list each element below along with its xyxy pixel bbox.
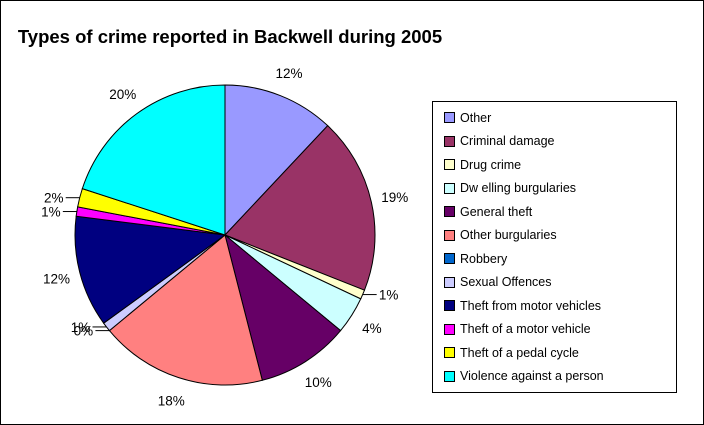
legend-item-other: Other — [433, 106, 676, 130]
data-label-criminal-damage: 19% — [381, 190, 408, 205]
pie-slice-violence-against-a-person — [81, 84, 226, 236]
data-label-theft-of-a-pedal-cycle: 2% — [44, 191, 64, 206]
legend-swatch — [444, 370, 455, 382]
legend-item-other-burgularies: Other burgularies — [433, 224, 676, 248]
legend-label: Other burgularies — [460, 228, 557, 243]
legend-item-theft-of-a-motor-vehicle: Theft of a motor vehicle — [433, 318, 676, 342]
data-label-other-burgularies: 18% — [158, 393, 185, 408]
data-label-dw-elling-burgularies: 4% — [362, 321, 382, 336]
legend-item-theft-from-motor-vehicles: Theft from motor vehicles — [433, 294, 676, 318]
data-label-theft-from-motor-vehicles: 12% — [43, 271, 70, 286]
data-label-drug-crime: 1% — [379, 288, 399, 303]
data-label-sexual-offences: 1% — [71, 320, 91, 335]
legend-swatch — [444, 182, 455, 194]
chart-title: Types of crime reported in Backwell duri… — [17, 26, 443, 47]
legend-label: Criminal damage — [460, 134, 555, 149]
legend-item-violence-against-a-person: Violence against a person — [433, 365, 676, 389]
legend-swatch — [444, 159, 455, 171]
data-label-other: 12% — [276, 66, 303, 81]
legend-swatch — [444, 112, 455, 124]
legend-label: Theft of a motor vehicle — [460, 322, 591, 337]
legend-item-drug-crime: Drug crime — [433, 153, 676, 177]
legend-item-dw-elling-burgularies: Dw elling burgularies — [433, 177, 676, 201]
pie-slice-general-theft — [224, 233, 342, 381]
legend: Other Criminal damage Drug crime Dw elling … — [432, 101, 677, 393]
data-label-robbery: 0% — [74, 324, 94, 339]
legend-item-criminal-damage: Criminal damage — [433, 130, 676, 154]
data-label-general-theft: 10% — [305, 375, 332, 390]
legend-swatch — [444, 229, 455, 241]
legend-label: Violence against a person — [460, 369, 604, 384]
legend-label: Other — [460, 110, 492, 125]
pie-slice-criminal-damage — [224, 124, 376, 291]
pie-slice-other — [224, 84, 329, 237]
legend-item-sexual-offences: Sexual Offences — [433, 271, 676, 295]
legend-swatch — [444, 323, 455, 335]
legend-label: Dw elling burgularies — [460, 181, 577, 196]
legend-swatch — [444, 135, 455, 147]
data-label-theft-of-a-motor-vehicle: 1% — [41, 205, 61, 220]
legend-item-theft-of-a-pedal-cycle: Theft of a pedal cycle — [433, 341, 676, 365]
legend-label: Sexual Offences — [460, 275, 552, 290]
legend-label: General theft — [460, 204, 533, 219]
legend-label: Theft from motor vehicles — [460, 298, 602, 313]
pie-slice-other-burgularies — [108, 234, 263, 386]
legend-label: Drug crime — [460, 157, 522, 172]
legend-swatch — [444, 206, 455, 218]
legend-item-robbery: Robbery — [433, 247, 676, 271]
data-label-violence-against-a-person: 20% — [109, 87, 136, 102]
legend-item-general-theft: General theft — [433, 200, 676, 224]
legend-swatch — [444, 300, 455, 312]
legend-label: Theft of a pedal cycle — [460, 345, 579, 360]
legend-swatch — [444, 253, 455, 265]
legend-swatch — [444, 347, 455, 359]
legend-label: Robbery — [460, 251, 508, 266]
pie-slice-theft-from-motor-vehicles — [74, 215, 227, 324]
legend-swatch — [444, 276, 455, 288]
